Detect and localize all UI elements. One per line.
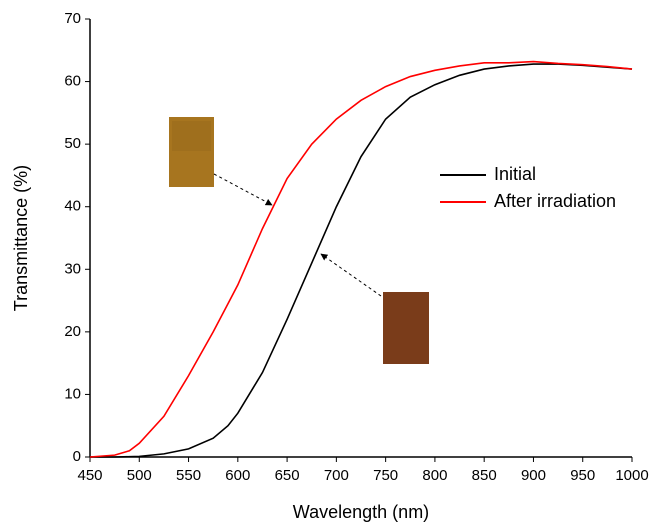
arrow	[320, 253, 382, 297]
x-tick-label: 700	[324, 467, 349, 484]
y-tick-label: 20	[64, 323, 81, 340]
y-tick-label: 60	[64, 73, 81, 90]
series-line	[90, 63, 633, 458]
x-tick-label: 800	[422, 467, 447, 484]
x-tick-label: 600	[225, 467, 250, 484]
photo-shade	[172, 121, 211, 151]
legend-label: After irradiation	[494, 191, 616, 211]
x-tick-label: 950	[570, 467, 595, 484]
x-tick-label: 650	[275, 467, 300, 484]
x-axis-label: Wavelength (nm)	[293, 502, 429, 522]
y-axis-label: Transmittance (%)	[11, 165, 31, 311]
x-tick-label: 850	[472, 467, 497, 484]
legend-label: Initial	[494, 164, 536, 184]
x-tick-label: 900	[521, 467, 546, 484]
x-tick-label: 450	[77, 467, 102, 484]
arrow	[213, 173, 273, 206]
x-tick-label: 750	[373, 467, 398, 484]
y-tick-label: 40	[64, 198, 81, 215]
y-tick-label: 0	[73, 448, 81, 465]
y-tick-label: 10	[64, 385, 81, 402]
y-tick-label: 30	[64, 260, 81, 277]
x-tick-label: 500	[127, 467, 152, 484]
y-tick-label: 50	[64, 135, 81, 152]
sample-photo-initial	[383, 292, 429, 364]
series-line	[89, 60, 633, 458]
x-tick-label: 550	[176, 467, 201, 484]
x-tick-label: 1000	[615, 467, 648, 484]
y-tick-label: 70	[64, 10, 81, 27]
